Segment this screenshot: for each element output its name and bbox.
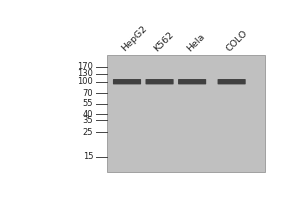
Text: K562: K562 (153, 30, 176, 53)
Text: 170: 170 (77, 62, 93, 71)
Text: 25: 25 (83, 128, 93, 137)
Text: 35: 35 (83, 116, 93, 125)
Text: Hela: Hela (185, 32, 207, 53)
Text: 130: 130 (77, 69, 93, 78)
Bar (107, 55, 266, 172)
Text: 100: 100 (77, 77, 93, 86)
Text: 55: 55 (83, 99, 93, 108)
FancyBboxPatch shape (113, 79, 141, 84)
Text: 40: 40 (83, 110, 93, 119)
Text: HepG2: HepG2 (120, 24, 149, 53)
FancyBboxPatch shape (218, 79, 246, 84)
FancyBboxPatch shape (178, 79, 206, 84)
Text: 15: 15 (83, 152, 93, 161)
Text: COLO: COLO (225, 28, 250, 53)
FancyBboxPatch shape (146, 79, 174, 84)
Text: 70: 70 (83, 89, 93, 98)
